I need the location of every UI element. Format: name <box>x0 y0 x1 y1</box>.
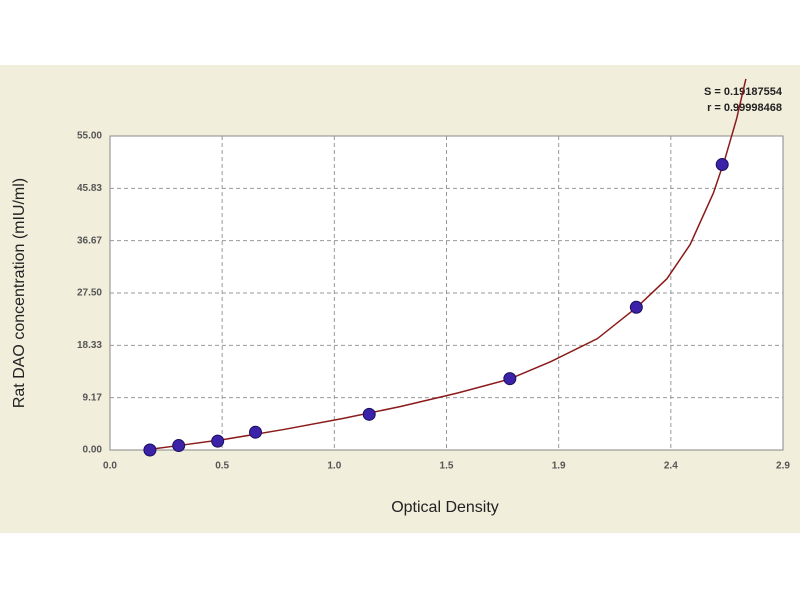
data-point <box>629 300 643 314</box>
x-tick-label: 2.9 <box>776 461 790 472</box>
y-tick-label: 27.50 <box>77 288 102 299</box>
x-tick-label: 1.0 <box>327 461 341 472</box>
data-point <box>362 407 376 421</box>
y-tick-label: 18.33 <box>77 340 102 351</box>
y-axis-title: Rat DAO concentration (mIU/ml) <box>11 178 28 408</box>
y-tick-label: 36.67 <box>77 235 102 246</box>
x-tick-label: 1.9 <box>552 461 566 472</box>
data-point <box>715 158 729 172</box>
x-axis-title: Optical Density <box>391 499 499 516</box>
y-tick-label: 45.83 <box>77 183 102 194</box>
data-point <box>211 434 225 448</box>
x-tick-label: 0.0 <box>103 461 117 472</box>
annotation: r = 0.99998468 <box>707 102 782 114</box>
data-point <box>172 439 186 453</box>
x-tick-label: 0.5 <box>215 461 229 472</box>
fit-curve <box>144 78 747 451</box>
y-tick-label: 55.00 <box>77 131 102 142</box>
y-tick-label: 0.00 <box>83 445 103 456</box>
data-point <box>503 372 517 386</box>
data-point <box>143 443 157 457</box>
y-tick-label: 9.17 <box>83 392 103 403</box>
x-tick-label: 1.5 <box>440 461 454 472</box>
data-point <box>249 425 263 439</box>
x-tick-label: 2.4 <box>664 461 678 472</box>
